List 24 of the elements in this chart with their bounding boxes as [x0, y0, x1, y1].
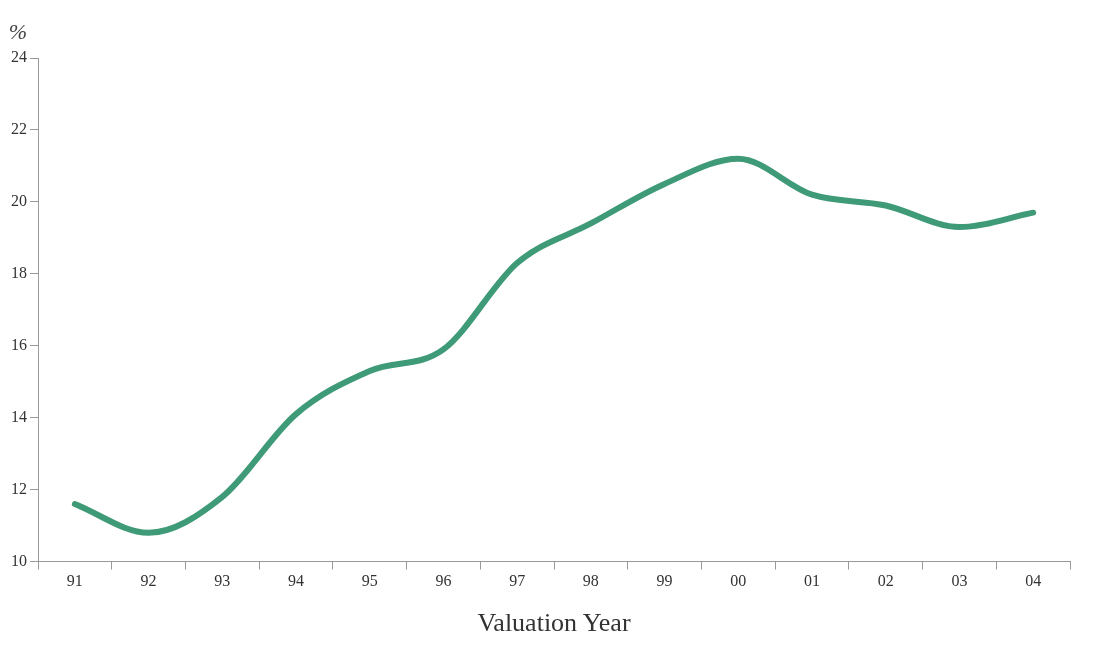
x-tick-label: 91 — [66, 572, 83, 590]
x-tick-label: 96 — [435, 572, 452, 590]
x-tick-label: 93 — [214, 572, 231, 590]
x-tick-label: 99 — [656, 572, 673, 590]
y-tick-label: 24 — [11, 48, 27, 66]
x-tick-label: 95 — [361, 572, 378, 590]
y-tick-label: 20 — [11, 192, 27, 210]
x-tick-label: 01 — [804, 572, 820, 590]
x-axis-title: Valuation Year — [477, 608, 631, 638]
x-tick-label: 97 — [509, 572, 526, 590]
x-tick-label: 92 — [140, 572, 157, 590]
x-tick-label: 98 — [582, 572, 599, 590]
x-tick-label: 04 — [1025, 572, 1042, 590]
y-tick-label: 12 — [11, 479, 27, 497]
y-tick-label: 16 — [11, 335, 27, 353]
x-tick-label: 03 — [951, 572, 968, 590]
x-tick-label: 00 — [730, 572, 747, 590]
x-tick-label: 02 — [877, 572, 894, 590]
y-tick-label: 18 — [11, 264, 27, 282]
y-axis-title: % — [8, 18, 28, 44]
x-tick-label: 94 — [288, 572, 304, 590]
y-tick-label: 14 — [11, 407, 27, 425]
y-tick-label: 10 — [11, 551, 27, 569]
y-tick-label: 22 — [11, 120, 27, 138]
